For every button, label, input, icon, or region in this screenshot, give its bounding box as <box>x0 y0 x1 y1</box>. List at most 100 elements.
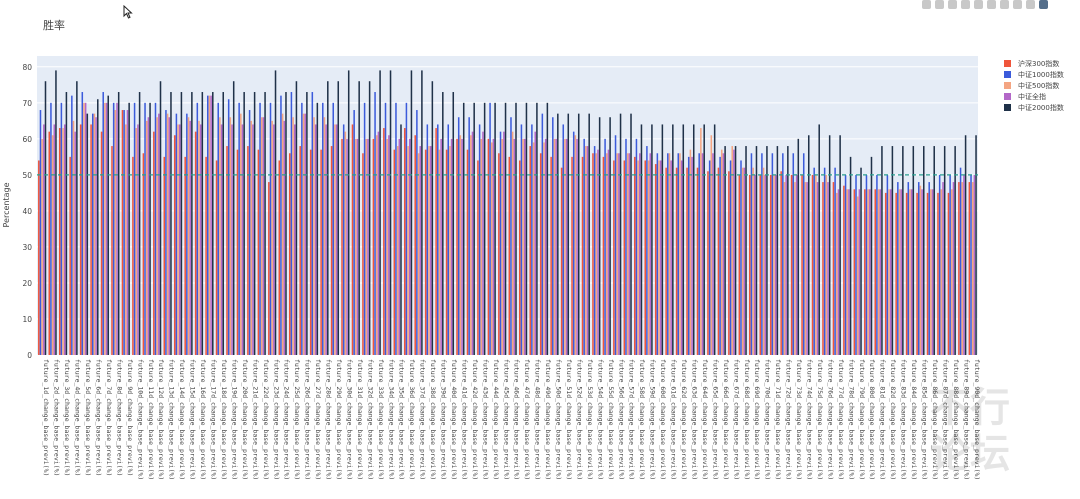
bar <box>721 149 723 355</box>
bar <box>158 113 160 356</box>
bar <box>867 189 869 355</box>
bar <box>459 135 462 355</box>
bar <box>508 156 511 355</box>
x-tick-label: future_37d_change_base_previ(%) <box>419 359 427 480</box>
bar <box>708 160 711 355</box>
bar <box>410 70 413 355</box>
x-tick-label: future_26d_change_base_previ(%) <box>304 359 312 480</box>
bar <box>428 146 430 355</box>
x-tick-label: future_4d_change_base_previ(%) <box>74 359 82 476</box>
bar <box>634 156 636 355</box>
x-tick-label: future_55d_change_base_previ(%) <box>607 359 615 480</box>
bar <box>827 182 829 355</box>
bar <box>937 192 939 355</box>
bar <box>492 138 495 355</box>
x-tick-label: future_51d_change_base_previ(%) <box>565 359 573 480</box>
bar <box>86 113 89 356</box>
pan-icon[interactable] <box>948 0 957 9</box>
bar <box>121 110 124 355</box>
bar <box>367 138 369 355</box>
x-tick-label: future_54d_change_base_previ(%) <box>596 359 604 480</box>
bar <box>565 138 568 355</box>
box-select-icon[interactable] <box>961 0 970 9</box>
legend-item[interactable]: 中证500指数 <box>1004 80 1064 91</box>
bar <box>515 102 517 355</box>
bar <box>564 138 566 355</box>
legend-item[interactable]: 中证1000指数 <box>1004 69 1064 80</box>
x-tick-label: future_17d_change_base_previ(%) <box>210 359 218 480</box>
bar <box>238 102 240 355</box>
bar <box>749 174 751 355</box>
bar <box>696 167 699 355</box>
bar <box>116 102 118 355</box>
bar <box>325 124 327 355</box>
reset-axes-icon[interactable] <box>1026 0 1035 9</box>
bar <box>344 131 347 355</box>
bar <box>355 138 357 355</box>
x-tick-label: future_48d_change_base_previ(%) <box>534 359 542 480</box>
x-tick-label: future_39d_change_base_previ(%) <box>440 359 448 480</box>
camera-icon[interactable] <box>922 0 931 9</box>
bar <box>891 146 894 355</box>
x-tick-label: future_8d_change_base_previ(%) <box>115 359 123 476</box>
bar <box>546 102 549 355</box>
x-tick-label: future_40d_change_base_previ(%) <box>450 359 458 480</box>
bar <box>864 189 866 355</box>
bar <box>588 113 590 356</box>
bar <box>567 113 570 356</box>
bar <box>498 153 500 355</box>
bar <box>823 167 826 355</box>
legend-swatch <box>1004 104 1011 111</box>
bar <box>482 131 484 355</box>
bar <box>783 182 786 355</box>
bar <box>253 92 256 355</box>
bar <box>247 146 249 355</box>
bar <box>679 153 681 355</box>
zoom-out-icon[interactable] <box>1000 0 1009 9</box>
bar <box>191 92 193 355</box>
zoom-icon[interactable] <box>935 0 944 9</box>
mouse-cursor-icon <box>123 4 133 23</box>
bar <box>909 189 911 355</box>
x-tick-label: future_28d_change_base_previ(%) <box>325 359 333 480</box>
bar <box>534 131 536 355</box>
x-tick-label: future_41d_change_base_previ(%) <box>460 359 468 480</box>
bar <box>910 189 913 355</box>
x-tick-label: future_87d_change_base_previ(%) <box>941 359 949 480</box>
bar <box>895 192 897 355</box>
x-tick-label: future_56d_change_base_previ(%) <box>617 359 625 480</box>
bar <box>811 174 814 355</box>
autoscale-icon[interactable] <box>1013 0 1022 9</box>
bar <box>876 174 878 355</box>
bar <box>586 146 589 355</box>
bar <box>552 117 554 355</box>
bar <box>135 128 138 355</box>
legend-item[interactable]: 中证全指 <box>1004 91 1064 102</box>
bar <box>416 110 418 355</box>
bar <box>43 124 45 355</box>
bar <box>271 120 273 355</box>
x-tick-label: future_32d_change_base_previ(%) <box>366 359 374 480</box>
lasso-icon[interactable] <box>974 0 983 9</box>
bar <box>860 167 862 355</box>
x-tick-label: future_71d_change_base_previ(%) <box>774 359 782 480</box>
bar <box>437 124 439 355</box>
bar <box>252 124 254 355</box>
bar <box>698 153 700 355</box>
bar <box>226 146 228 355</box>
legend-item[interactable]: 沪深300指数 <box>1004 58 1064 69</box>
bar <box>231 124 233 355</box>
bar <box>849 156 852 355</box>
zoom-in-icon[interactable] <box>987 0 996 9</box>
bar <box>322 102 324 355</box>
bar <box>755 146 758 355</box>
legend-label: 中证全指 <box>1018 92 1046 101</box>
x-tick-label: future_69d_change_base_previ(%) <box>753 359 761 480</box>
bar <box>48 131 51 355</box>
plotly-logo-icon[interactable] <box>1039 0 1048 9</box>
legend-item[interactable]: 中证2000指数 <box>1004 102 1064 113</box>
bar <box>71 95 73 356</box>
x-tick-label: future_38d_change_base_previ(%) <box>429 359 437 480</box>
bar <box>888 189 890 355</box>
x-tick-label: future_5d_change_base_previ(%) <box>84 359 92 476</box>
